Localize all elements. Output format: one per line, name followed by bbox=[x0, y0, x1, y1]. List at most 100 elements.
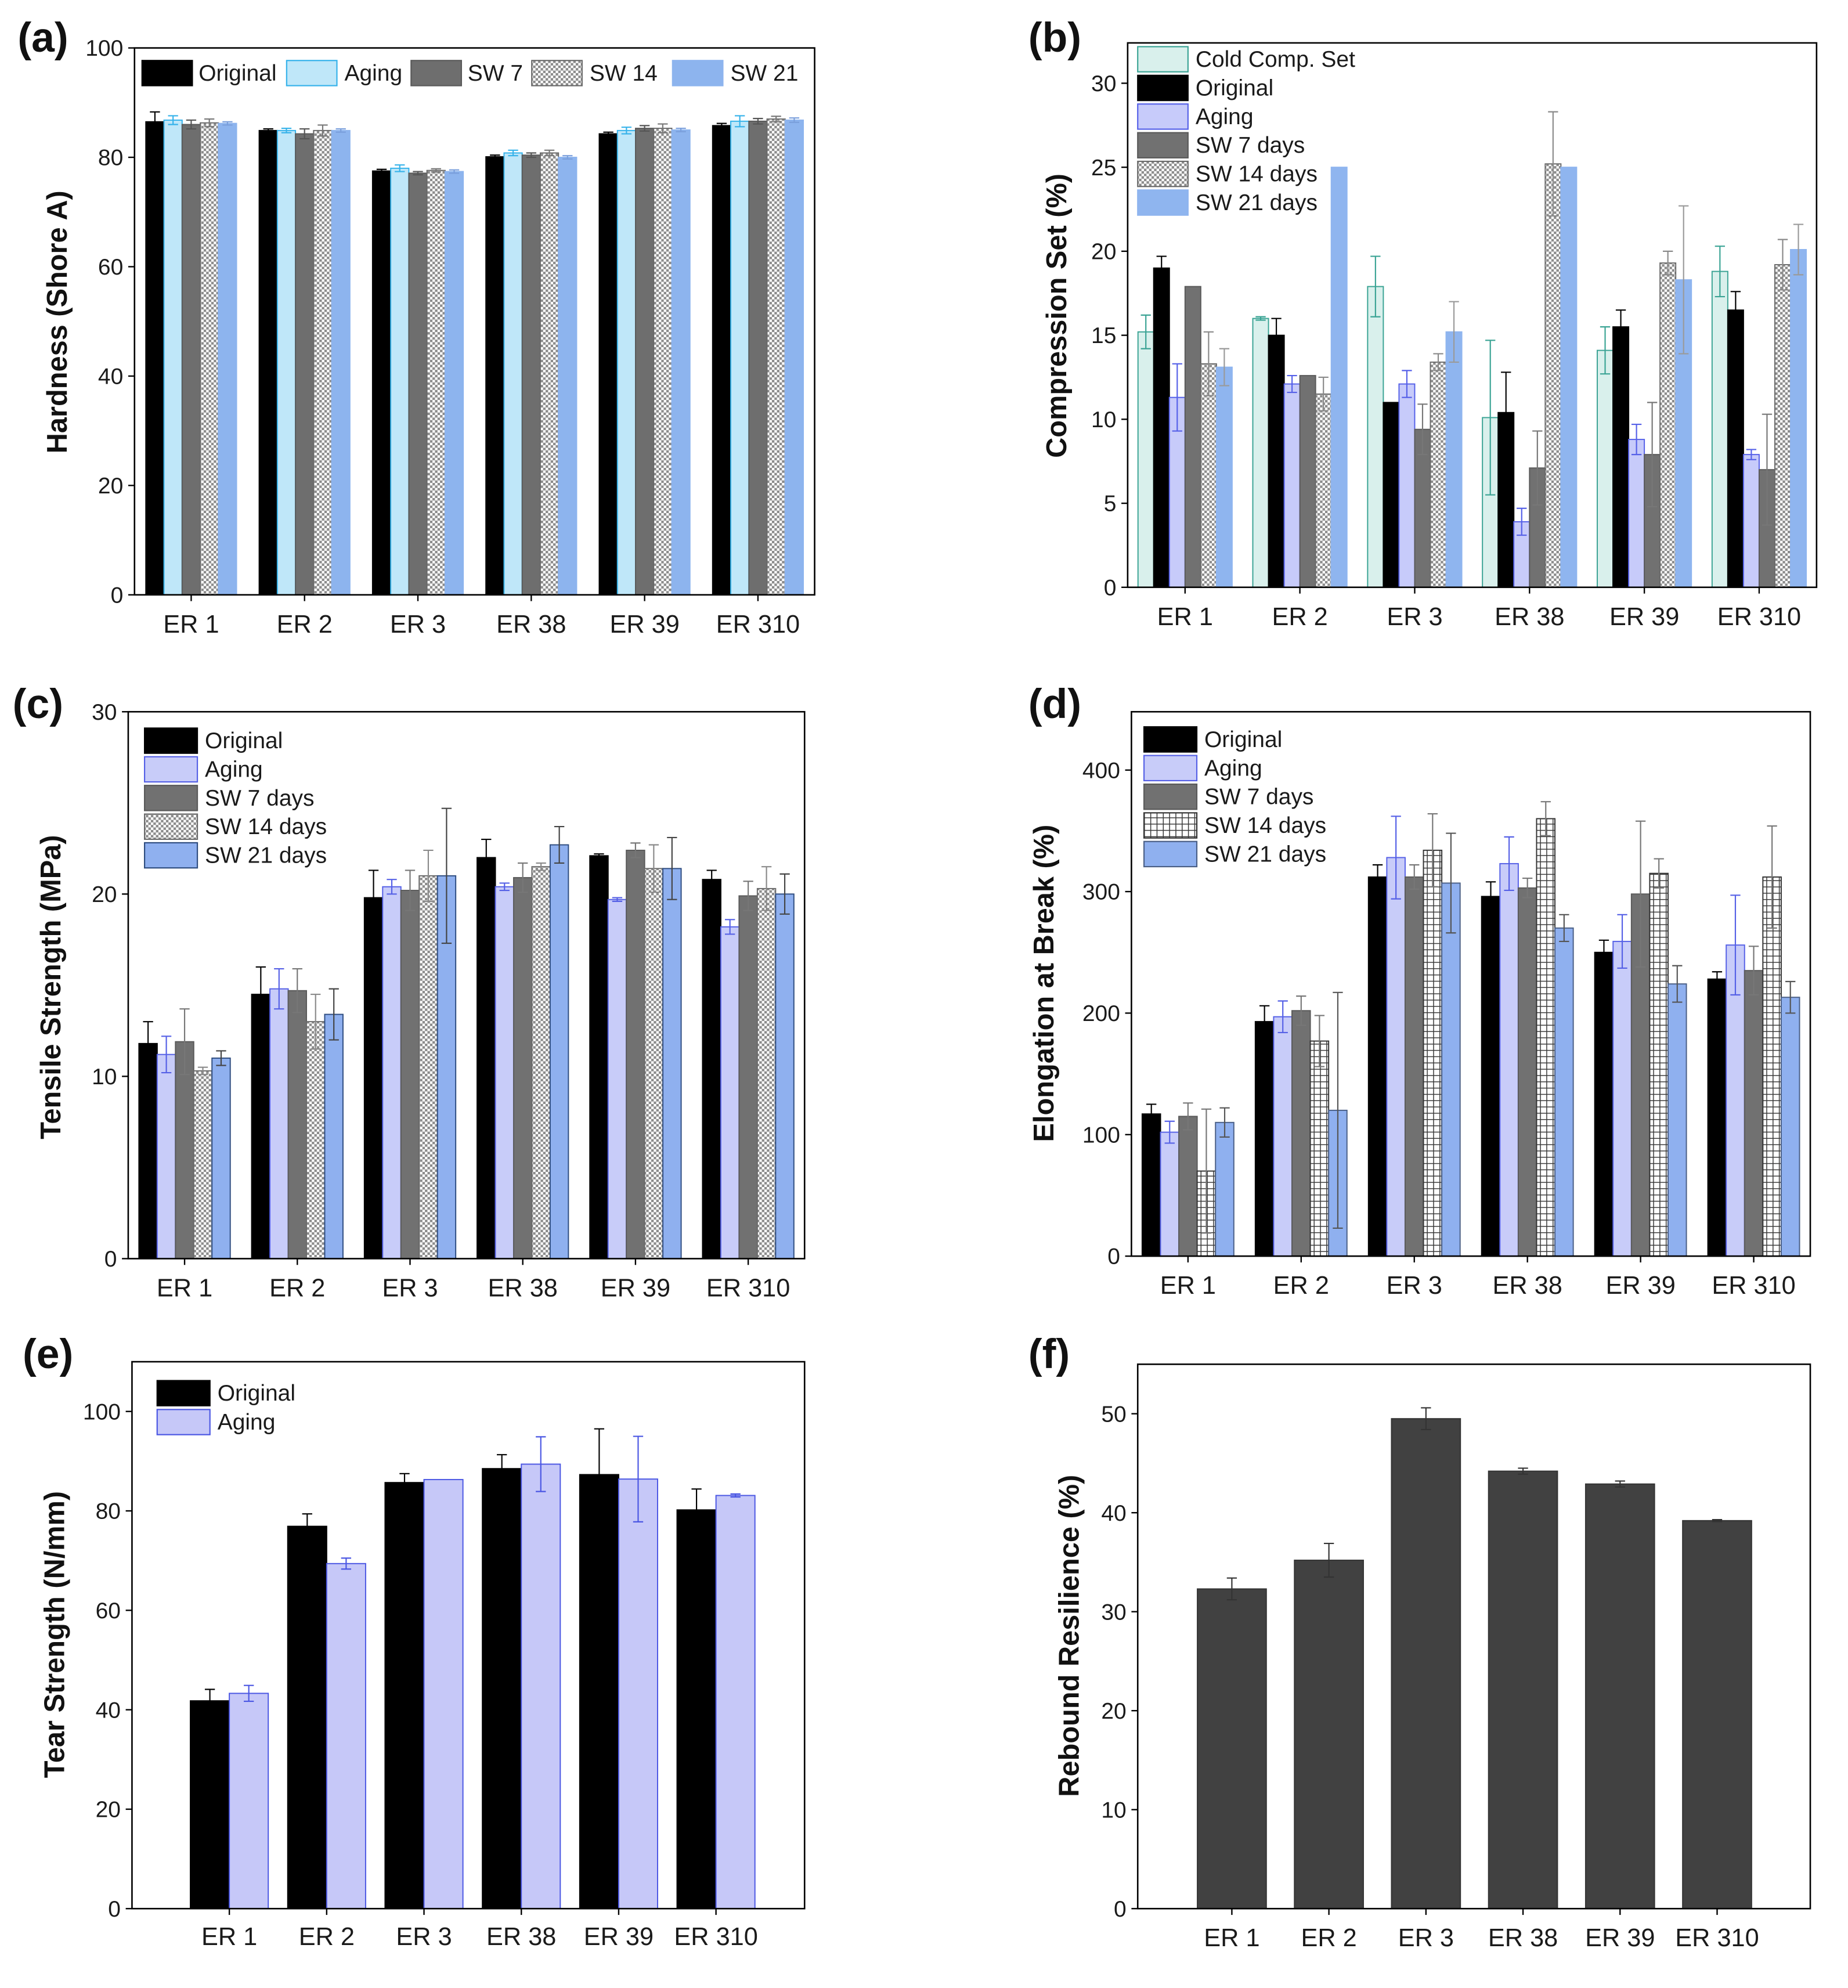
panel-e-bar-original-er-3 bbox=[384, 1482, 425, 1910]
panel-c-xtick-label-er-39: ER 39 bbox=[601, 1274, 670, 1302]
panel-d-error-bar-aging-er-2 bbox=[1277, 1000, 1288, 1033]
panel-c-bar-original-er-1 bbox=[138, 1042, 158, 1260]
panel-c-bar-sw-21-days-er-39 bbox=[662, 868, 682, 1260]
panel-a-ytick-label: 40 bbox=[98, 365, 123, 389]
panel-b-error-bar-sw-7-days-er-39 bbox=[1647, 402, 1658, 507]
panel-d-error-bar-sw-14-days-er-310 bbox=[1767, 825, 1777, 929]
panel-a-bar-sw-14-er-39 bbox=[653, 128, 673, 596]
panel-f-bar-series-er-1 bbox=[1197, 1588, 1267, 1910]
panel-b-error-bar-sw-21-days-er-310 bbox=[1793, 223, 1804, 276]
panel-e-bar-original-er-38 bbox=[482, 1468, 522, 1910]
panel-c-y-axis-title: Tensile Strength (MPa) bbox=[35, 835, 67, 1139]
panel-e-bar-original-er-2 bbox=[287, 1525, 327, 1910]
panel-e-bars bbox=[190, 1463, 756, 1910]
panel-b-error-bar-original-er-38 bbox=[1501, 371, 1511, 454]
panel-a-bar-aging-er-38 bbox=[503, 152, 523, 596]
panel-b-bar-original-er-2 bbox=[1268, 334, 1285, 588]
panel-c-legend-label-original: Original bbox=[205, 728, 283, 753]
panel-d-bar-sw-14-days-er-2 bbox=[1309, 1040, 1330, 1257]
panel-b-label: (b) bbox=[1028, 15, 1081, 61]
panel-c-legend-label-sw-21-days: SW 21 days bbox=[205, 843, 327, 868]
panel-a-bar-sw-7-er-2 bbox=[295, 133, 315, 596]
panel-e-xtick-label-er-3: ER 3 bbox=[396, 1923, 452, 1951]
panel-b-error-bar-sw-14-days-er-2 bbox=[1318, 376, 1329, 412]
panel-a-legend-label-sw-21: SW 21 bbox=[730, 61, 798, 86]
panel-e-bar-aging-er-2 bbox=[326, 1563, 366, 1910]
panel-c-error-bar-aging-er-2 bbox=[274, 968, 284, 1010]
panel-a-error-bar-sw-14-er-39 bbox=[658, 123, 668, 134]
panel-d-error-bar-sw-14-days-er-2 bbox=[1314, 1015, 1325, 1067]
panel-c-bar-sw-14-days-er-39 bbox=[644, 868, 664, 1260]
panel-d-bar-sw-7-days-er-310 bbox=[1744, 970, 1764, 1257]
panel-c-bar-aging-er-1 bbox=[156, 1053, 176, 1260]
panel-b-error-bar-sw-7-days-er-3 bbox=[1417, 403, 1428, 456]
panel-a-xtick-label-er-310: ER 310 bbox=[716, 611, 800, 638]
panel-d-error-bar-original-er-2 bbox=[1259, 1005, 1270, 1038]
panel-c-error-bar-sw-21-days-er-1 bbox=[216, 1050, 226, 1066]
panel-b-legend-swatch-cold-comp-set bbox=[1137, 46, 1189, 73]
panel-e-bar-aging-er-310 bbox=[715, 1495, 756, 1910]
panel-c-error-bar-original-er-39 bbox=[594, 853, 604, 858]
panel-e-error-bar-aging-er-1 bbox=[244, 1684, 254, 1702]
panel-d-bar-original-er-1 bbox=[1141, 1113, 1161, 1257]
panel-c-error-bar-sw-7-days-er-310 bbox=[743, 881, 753, 911]
panel-d-y-axis-title: Elongation at Break (%) bbox=[1028, 825, 1060, 1142]
panel-b-bar-cold-comp-set-er-1 bbox=[1137, 331, 1154, 588]
panel-b-bar-sw-14-days-er-3 bbox=[1430, 361, 1447, 588]
panel-a-bar-sw-7-er-3 bbox=[408, 172, 428, 596]
panel-b-error-bar-sw-21-days-er-3 bbox=[1449, 301, 1459, 363]
panel-a-plot-frame bbox=[133, 47, 815, 596]
panel-c-bar-sw-21-days-er-3 bbox=[436, 875, 457, 1260]
panel-c-error-bar-sw-21-days-er-3 bbox=[441, 807, 452, 944]
panel-c-error-bar-sw-14-days-er-38 bbox=[536, 862, 546, 871]
panel-a-bar-aging-er-310 bbox=[730, 120, 750, 596]
panel-c-bar-sw-21-days-er-2 bbox=[324, 1013, 344, 1260]
panel-d-error-bar-original-er-38 bbox=[1485, 881, 1496, 912]
panel-b-ytick-label: 15 bbox=[1091, 323, 1116, 348]
panel-f-xtick-label-er-310: ER 310 bbox=[1675, 1924, 1759, 1952]
panel-b-xtick-label-er-1: ER 1 bbox=[1157, 603, 1213, 631]
panel-c-label: (c) bbox=[13, 681, 63, 727]
panel-a-error-bar-aging-er-38 bbox=[508, 149, 518, 157]
panel-f-plot-frame bbox=[1136, 1363, 1811, 1910]
panel-c-bar-aging-er-2 bbox=[269, 988, 289, 1260]
panel-d-legend-swatch-sw-21-days bbox=[1143, 840, 1198, 868]
panel-e-error-bar-aging-er-310 bbox=[730, 1493, 741, 1498]
panel-c-x-axis: ER 1 ER 2 ER 3 ER 38 ER 39 ER 310 bbox=[157, 1258, 790, 1302]
panel-a-xtick-label-er-39: ER 39 bbox=[609, 611, 679, 638]
panel-f-y-axis: 0 10 20 30 40 50 bbox=[1101, 1402, 1138, 1922]
panel-d-bar-aging-er-38 bbox=[1499, 863, 1519, 1257]
panel-e-error-bar-original-er-310 bbox=[691, 1488, 702, 1532]
panel-c-bar-sw-14-days-er-1 bbox=[193, 1070, 213, 1260]
panel-c-bar-sw-21-days-er-310 bbox=[775, 893, 795, 1260]
panel-b-error-bar-original-er-2 bbox=[1271, 317, 1282, 353]
panel-a-legend-swatch-sw-21 bbox=[672, 60, 724, 86]
panel-a-x-axis: ER 1 ER 2 ER 3 ER 38 ER 39 ER 310 bbox=[163, 594, 800, 638]
panel-e-plot-frame bbox=[131, 1361, 806, 1910]
panel-a-bar-sw-14-er-3 bbox=[426, 169, 446, 596]
panel-d-bar-original-er-38 bbox=[1481, 896, 1501, 1257]
panel-a-ytick-label: 100 bbox=[85, 36, 123, 61]
panel-f-ytick-label: 40 bbox=[1101, 1501, 1126, 1526]
panel-a-bar-aging-er-2 bbox=[276, 129, 297, 596]
panel-e-bar-aging-er-39 bbox=[618, 1478, 658, 1910]
panel-d-bar-sw-7-days-er-3 bbox=[1404, 876, 1424, 1257]
panel-d-error-bar-sw-14-days-er-38 bbox=[1540, 801, 1551, 836]
panel-d-legend-swatch-sw-7-days bbox=[1143, 783, 1198, 810]
panel-d-legend-label-sw-21-days: SW 21 days bbox=[1204, 842, 1326, 867]
panel-a-error-bar-sw-7-er-3 bbox=[413, 171, 423, 176]
panel-d-y-axis: 0 100 200 300 400 bbox=[1082, 758, 1132, 1269]
panel-b-error-bar-sw-21-days-er-1 bbox=[1219, 348, 1230, 387]
panel-d-bar-sw-21-days-er-1 bbox=[1215, 1121, 1235, 1257]
panel-c-error-bar-sw-14-days-er-2 bbox=[311, 993, 321, 1050]
panel-c-legend-label-sw-14-days: SW 14 days bbox=[205, 814, 327, 839]
panel-c-y-axis: 0 10 20 30 bbox=[92, 700, 128, 1272]
panel-c-xtick-label-er-38: ER 38 bbox=[488, 1274, 558, 1302]
panel-f-error-bars bbox=[1226, 1407, 1723, 1601]
panel-a-error-bar-sw-21-er-38 bbox=[562, 155, 573, 160]
panel-b-xtick-label-er-38: ER 38 bbox=[1495, 603, 1564, 631]
panel-a-legend-label-sw-14: SW 14 bbox=[590, 61, 658, 86]
panel-b-bar-original-er-38 bbox=[1497, 412, 1515, 588]
panel-c-xtick-label-er-2: ER 2 bbox=[269, 1274, 325, 1302]
panel-f-ytick-label: 0 bbox=[1114, 1897, 1127, 1922]
